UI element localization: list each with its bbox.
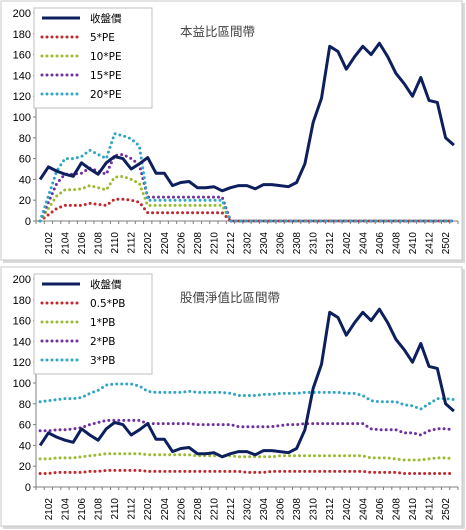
x-tick-label: 2202 xyxy=(143,232,154,255)
x-tick-label: 2206 xyxy=(176,232,187,255)
y-tick-label: 40 xyxy=(19,174,31,186)
pb-band-chart-svg: 0 20 40 60 80 100 120 140 160 180 200 2102 2104 2106 2… xyxy=(0,266,465,529)
legend-label: 3*PB xyxy=(90,355,115,367)
legend: 收盤價 5*PE 10*PE 15*PE 20*PE xyxy=(33,7,153,109)
x-tick-label: 2412 xyxy=(425,498,436,521)
y-tick-label: 20 xyxy=(19,195,31,207)
x-tick-label: 2206 xyxy=(176,498,187,521)
x-tick-label: 2306 xyxy=(276,232,287,255)
x-tick-label: 2110 xyxy=(110,498,121,520)
x-tick-label: 2204 xyxy=(160,498,171,521)
legend-label: 收盤價 xyxy=(90,278,122,291)
x-tick-label: 2308 xyxy=(292,232,303,255)
x-tick-label: 2104 xyxy=(60,498,71,521)
y-tick-label: 60 xyxy=(19,154,31,166)
y-tick-label: 200 xyxy=(13,274,31,286)
x-tick-label: 2502 xyxy=(441,232,452,255)
y-tick-label: 40 xyxy=(19,440,31,452)
x-tick-label: 2408 xyxy=(391,498,402,521)
x-tick-label: 2102 xyxy=(44,232,55,255)
x-tick-label: 2204 xyxy=(160,232,171,255)
y-tick-label: 200 xyxy=(13,8,31,20)
x-tick-label: 2310 xyxy=(309,498,320,521)
x-tick-label: 2208 xyxy=(193,498,204,521)
series-line-0 xyxy=(38,41,455,193)
y-tick-label: 180 xyxy=(13,295,31,307)
y-tick-label: 20 xyxy=(19,461,31,473)
series-line-2 xyxy=(38,452,456,462)
x-tick-label: 2210 xyxy=(209,232,220,255)
legend: 收盤價 0.5*PB 1*PB 2*PB 3*PB xyxy=(33,273,153,375)
x-tick-label: 2202 xyxy=(143,498,154,521)
x-tick-label: 2112 xyxy=(127,498,138,520)
legend-label: 收盤價 xyxy=(90,12,122,25)
y-tick-label: 80 xyxy=(19,399,31,411)
x-tick-label: 2408 xyxy=(391,232,402,255)
y-tick-label: 120 xyxy=(13,357,31,369)
x-tick-label: 2112 xyxy=(127,232,138,254)
x-tick-label: 2110 xyxy=(110,232,121,254)
x-tick-label: 2208 xyxy=(193,232,204,255)
x-tick-label: 2306 xyxy=(276,498,287,521)
pe-band-chart: 0 20 40 60 80 100 120 140 160 180 200 2102 2104 2106 2… xyxy=(0,0,466,264)
x-tick-label: 2410 xyxy=(408,232,419,255)
x-tick-label: 2412 xyxy=(425,232,436,255)
series-line-3 xyxy=(38,418,456,437)
x-tick-label: 2106 xyxy=(77,498,88,521)
x-tick-label: 2304 xyxy=(259,498,270,521)
y-tick-label: 120 xyxy=(13,91,31,103)
y-tick-label: 0 xyxy=(25,216,31,228)
y-tick-label: 60 xyxy=(19,420,31,432)
legend-label: 0.5*PB xyxy=(90,298,125,310)
x-tick-label: 2402 xyxy=(342,232,353,255)
legend-label: 10*PE xyxy=(90,51,122,63)
x-tick-label: 2402 xyxy=(342,498,353,521)
y-tick-label: 0 xyxy=(25,482,31,494)
x-tick-label: 2404 xyxy=(358,232,369,255)
y-tick-label: 140 xyxy=(13,336,31,348)
x-tick-label: 2406 xyxy=(375,232,386,255)
x-tick-label: 2312 xyxy=(325,498,336,521)
x-tick-label: 2410 xyxy=(408,498,419,521)
legend-label: 20*PE xyxy=(90,89,122,101)
x-tick-label: 2406 xyxy=(375,498,386,521)
legend-box xyxy=(33,273,153,375)
y-tick-label: 80 xyxy=(19,133,31,145)
y-tick-label: 160 xyxy=(13,50,31,62)
y-tick-label: 100 xyxy=(13,112,31,124)
x-tick-label: 2302 xyxy=(243,232,254,255)
legend-box xyxy=(33,7,153,109)
x-tick-label: 2312 xyxy=(325,232,336,255)
pb-band-chart: 0 20 40 60 80 100 120 140 160 180 200 2102 2104 2106 2… xyxy=(0,266,466,530)
legend-label: 2*PB xyxy=(90,336,115,348)
y-tick-label: 100 xyxy=(13,378,31,390)
x-tick-label: 2104 xyxy=(60,232,71,255)
x-tick-label: 2210 xyxy=(209,498,220,521)
chart-title: 本益比區間帶 xyxy=(180,24,255,39)
x-tick-label: 2502 xyxy=(441,498,452,521)
series-line-1 xyxy=(38,468,456,475)
x-tick-label: 2212 xyxy=(226,232,237,255)
legend-label: 15*PE xyxy=(90,70,122,82)
pe-band-chart-svg: 0 20 40 60 80 100 120 140 160 180 200 2102 2104 2106 2… xyxy=(0,0,465,263)
legend-label: 1*PB xyxy=(90,317,115,329)
x-tick-label: 2106 xyxy=(77,232,88,255)
x-tick-label: 2108 xyxy=(94,498,105,521)
x-tick-label: 2404 xyxy=(358,498,369,521)
x-tick-label: 2108 xyxy=(94,232,105,255)
y-tick-label: 160 xyxy=(13,316,31,328)
series-line-4 xyxy=(38,132,456,223)
y-tick-label: 140 xyxy=(13,70,31,82)
x-tick-label: 2102 xyxy=(44,498,55,521)
x-tick-label: 2304 xyxy=(259,232,270,255)
x-tick-label: 2310 xyxy=(309,232,320,255)
series-line-0 xyxy=(38,307,455,459)
x-tick-label: 2302 xyxy=(243,498,254,521)
chart-title: 股價淨值比區間帶 xyxy=(180,290,280,305)
x-tick-label: 2308 xyxy=(292,498,303,521)
x-tick-label: 2212 xyxy=(226,498,237,521)
y-tick-label: 180 xyxy=(13,29,31,41)
legend-label: 5*PE xyxy=(90,32,115,44)
